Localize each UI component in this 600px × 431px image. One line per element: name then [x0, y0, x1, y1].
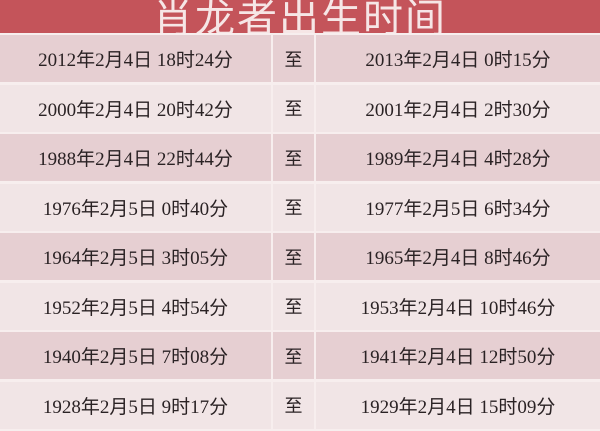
end-time-cell: 1929年2月4日 15时09分: [316, 381, 600, 429]
end-time-cell: 1941年2月4日 12时50分: [316, 332, 600, 379]
separator-cell: 至: [273, 332, 314, 379]
start-time-cell: 1976年2月5日 0时40分: [0, 183, 271, 231]
table-title: 肖龙者出生时间: [153, 0, 447, 33]
table-row: 2012年2月4日 18时24分至 2013年2月4日 0时15分: [0, 35, 600, 82]
end-time-cell: 2001年2月4日 2时30分: [316, 84, 600, 132]
start-time-cell: 1988年2月4日 22时44分: [0, 134, 271, 181]
table-row: 1952年2月5日 4时54分至 1953年2月4日 10时46分: [0, 282, 600, 330]
table-row: 1940年2月5日 7时08分至 1941年2月4日 12时50分: [0, 332, 600, 379]
end-time-cell: 1977年2月5日 6时34分: [316, 183, 600, 231]
separator-cell: 至: [273, 282, 314, 330]
separator-cell: 至: [273, 134, 314, 181]
separator-cell: 至: [273, 84, 314, 132]
separator-cell: 至: [273, 183, 314, 231]
end-time-cell: 1953年2月4日 10时46分: [316, 282, 600, 330]
birth-time-table: 2012年2月4日 18时24分至 2013年2月4日 0时15分 2000年2月4…: [0, 35, 600, 431]
start-time-cell: 1928年2月5日 9时17分: [0, 381, 271, 429]
end-time-cell: 1965年2月4日 8时46分: [316, 233, 600, 280]
table-row: 1928年2月5日 9时17分至 1929年2月4日 15时09分: [0, 381, 600, 429]
table-row: 1988年2月4日 22时44分至 1989年2月4日 4时28分: [0, 134, 600, 181]
end-time-cell: 2013年2月4日 0时15分: [316, 35, 600, 82]
separator-cell: 至: [273, 35, 314, 82]
separator-cell: 至: [273, 233, 314, 280]
start-time-cell: 2000年2月4日 20时42分: [0, 84, 271, 132]
table-title-bar: 肖龙者出生时间: [0, 0, 600, 33]
end-time-cell: 1989年2月4日 4时28分: [316, 134, 600, 181]
start-time-cell: 1964年2月5日 3时05分: [0, 233, 271, 280]
start-time-cell: 1952年2月5日 4时54分: [0, 282, 271, 330]
table-row: 1976年2月5日 0时40分至 1977年2月5日 6时34分: [0, 183, 600, 231]
separator-cell: 至: [273, 381, 314, 429]
table-row: 2000年2月4日 20时42分至 2001年2月4日 2时30分: [0, 84, 600, 132]
table-row: 1964年2月5日 3时05分至 1965年2月4日 8时46分: [0, 233, 600, 280]
start-time-cell: 1940年2月5日 7时08分: [0, 332, 271, 379]
start-time-cell: 2012年2月4日 18时24分: [0, 35, 271, 82]
